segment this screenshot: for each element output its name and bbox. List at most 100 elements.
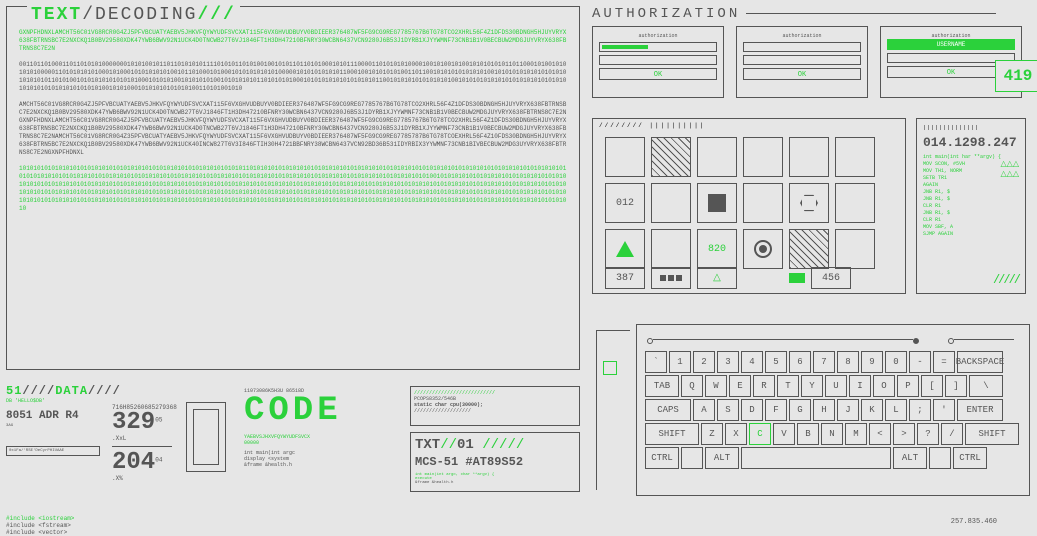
auth-input[interactable] — [599, 42, 717, 52]
auth-input[interactable] — [599, 55, 717, 65]
key-enter[interactable]: ENTER — [957, 399, 1003, 421]
key-;[interactable]: ; — [909, 399, 931, 421]
key-2[interactable]: 2 — [693, 351, 715, 373]
include-ip: 257.835.460 — [951, 518, 997, 526]
key-v[interactable]: V — [773, 423, 795, 445]
key-blank[interactable] — [681, 447, 703, 469]
cell-820[interactable]: 820 — [697, 229, 737, 269]
decode-title-b: DECODING — [95, 5, 197, 25]
key-<[interactable]: < — [869, 423, 891, 445]
data51-title: 51////DATA//// — [6, 384, 100, 398]
key-c[interactable]: C — [749, 423, 771, 445]
key-caps[interactable]: CAPS — [645, 399, 691, 421]
cell[interactable] — [835, 229, 875, 269]
auth-ok-button[interactable]: OK — [743, 68, 861, 80]
key-s[interactable]: S — [717, 399, 739, 421]
cell-circle[interactable] — [743, 229, 783, 269]
cell-triangle-green[interactable] — [605, 229, 645, 269]
key-?[interactable]: ? — [917, 423, 939, 445]
key--[interactable]: - — [909, 351, 931, 373]
key-3[interactable]: 3 — [717, 351, 739, 373]
cell[interactable] — [835, 137, 875, 177]
key-8[interactable]: 8 — [837, 351, 859, 373]
key-7[interactable]: 7 — [813, 351, 835, 373]
key-j[interactable]: J — [837, 399, 859, 421]
auth-ok-button[interactable]: OK — [599, 68, 717, 80]
data-51-panel: 51////DATA//// DB 'HELLO$DB' 8051 ADR R4… — [6, 384, 100, 456]
cell-square[interactable] — [697, 183, 737, 223]
cell-hatch[interactable] — [789, 229, 829, 269]
num-b: 204 — [112, 449, 155, 476]
key-f[interactable]: F — [765, 399, 787, 421]
key-6[interactable]: 6 — [789, 351, 811, 373]
key-h[interactable]: H — [813, 399, 835, 421]
keyboard-decoration — [596, 330, 630, 490]
key-r[interactable]: R — [753, 375, 775, 397]
cell[interactable] — [789, 137, 829, 177]
key-z[interactable]: Z — [701, 423, 723, 445]
key-n[interactable]: N — [821, 423, 843, 445]
key->[interactable]: > — [893, 423, 915, 445]
cell[interactable] — [743, 183, 783, 223]
key-g[interactable]: G — [789, 399, 811, 421]
key-o[interactable]: O — [873, 375, 895, 397]
key-m[interactable]: M — [845, 423, 867, 445]
key-blank[interactable] — [741, 447, 891, 469]
key-shift[interactable]: SHIFT — [965, 423, 1019, 445]
cell-456[interactable]: 456 — [811, 267, 851, 289]
cell[interactable] — [835, 183, 875, 223]
key-blank[interactable] — [929, 447, 951, 469]
text-decoding-panel: TEXT/DECODING/// GXNPFHDNXLAMCHT56C01VG8… — [6, 6, 580, 370]
cell[interactable] — [651, 183, 691, 223]
key-b[interactable]: B — [797, 423, 819, 445]
key-`[interactable]: ` — [645, 351, 667, 373]
key-tab[interactable]: TAB — [645, 375, 679, 397]
key-backspace[interactable]: BACKSPACE — [957, 351, 1003, 373]
key-ctrl[interactable]: CTRL — [645, 447, 679, 469]
key-5[interactable]: 5 — [765, 351, 787, 373]
key-9[interactable]: 9 — [861, 351, 883, 373]
key-d[interactable]: D — [741, 399, 763, 421]
data51-main: 8051 ADR R4 — [6, 410, 100, 422]
key-alt[interactable]: ALT — [705, 447, 739, 469]
cell-hexagon[interactable] — [789, 183, 829, 223]
key-4[interactable]: 4 — [741, 351, 763, 373]
key-t[interactable]: T — [777, 375, 799, 397]
key-/[interactable]: / — [941, 423, 963, 445]
key-y[interactable]: Y — [801, 375, 823, 397]
key-ctrl[interactable]: CTRL — [953, 447, 987, 469]
auth-input[interactable] — [743, 42, 861, 52]
auth-input[interactable] — [743, 55, 861, 65]
key-shift[interactable]: SHIFT — [645, 423, 699, 445]
auth-username-button[interactable]: USERNAME — [887, 39, 1015, 50]
decode-title: TEXT/DECODING/// — [27, 5, 240, 25]
cell-387[interactable]: 387 — [605, 267, 645, 289]
key-0[interactable]: 0 — [885, 351, 907, 373]
key-k[interactable]: K — [861, 399, 883, 421]
key-=[interactable]: = — [933, 351, 955, 373]
key-[[interactable]: [ — [921, 375, 943, 397]
cell[interactable] — [651, 229, 691, 269]
key-a[interactable]: A — [693, 399, 715, 421]
key-p[interactable]: P — [897, 375, 919, 397]
key-x[interactable]: X — [725, 423, 747, 445]
code-grey: int main(int argcdisplay <system&frame &… — [244, 450, 392, 468]
cell-hatch[interactable] — [651, 137, 691, 177]
cell-012[interactable]: 012 — [605, 183, 645, 223]
cell[interactable] — [697, 137, 737, 177]
cell-squares[interactable] — [651, 267, 691, 289]
cell[interactable] — [605, 137, 645, 177]
key-alt[interactable]: ALT — [893, 447, 927, 469]
key-q[interactable]: Q — [681, 375, 703, 397]
key-l[interactable]: L — [885, 399, 907, 421]
key-'[interactable]: ' — [933, 399, 955, 421]
key-\[interactable]: \ — [969, 375, 1003, 397]
key-i[interactable]: I — [849, 375, 871, 397]
key-1[interactable]: 1 — [669, 351, 691, 373]
key-w[interactable]: W — [705, 375, 727, 397]
cell[interactable] — [743, 137, 783, 177]
key-][interactable]: ] — [945, 375, 967, 397]
key-e[interactable]: E — [729, 375, 751, 397]
cell-triangle[interactable]: △ — [697, 267, 737, 289]
key-u[interactable]: U — [825, 375, 847, 397]
